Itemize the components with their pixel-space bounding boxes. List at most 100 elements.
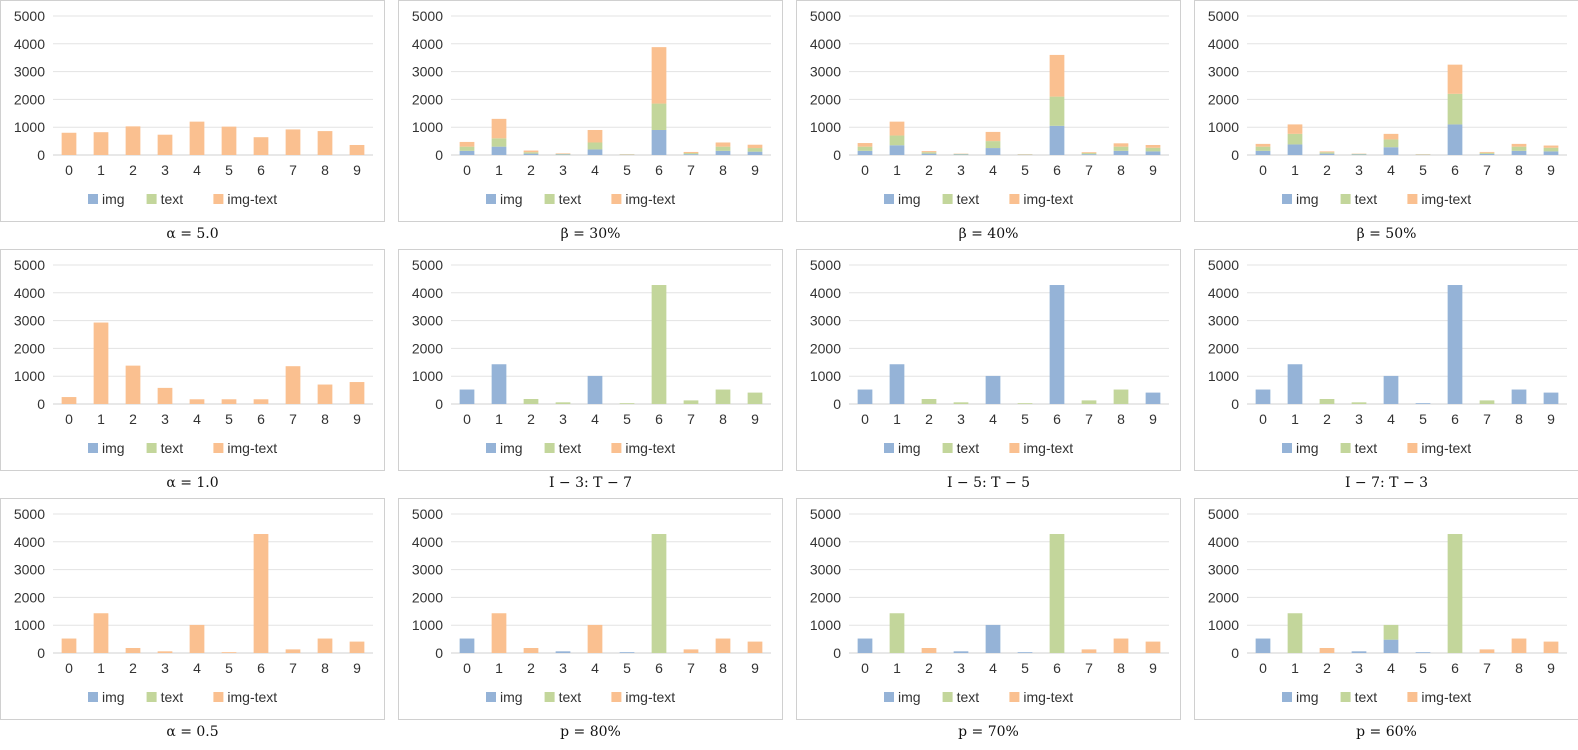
bar-text-7 bbox=[1479, 400, 1495, 404]
chart-svg: 0 1000 2000 3000 4000 5000 0 1 2 3 4 5 6 7 8 9 img text im… bbox=[412, 257, 771, 456]
x-tick-label: 2 bbox=[1323, 162, 1331, 178]
bar-img-text-0 bbox=[1255, 143, 1271, 147]
bar-img-4 bbox=[1383, 147, 1399, 155]
bar-img-4 bbox=[587, 375, 603, 404]
bar-img-text-9 bbox=[1543, 641, 1559, 653]
chart-svg: 0 1000 2000 3000 4000 5000 0 1 2 3 4 5 6 7 8 9 img text im… bbox=[412, 8, 771, 207]
bar-img-3 bbox=[555, 154, 571, 155]
x-tick-label: 6 bbox=[1053, 660, 1061, 676]
x-tick-label: 8 bbox=[1515, 660, 1523, 676]
x-tick-label: 5 bbox=[623, 162, 631, 178]
bar-img-text-3 bbox=[157, 651, 173, 653]
bar-img-1 bbox=[889, 364, 905, 404]
bar-text-6 bbox=[651, 285, 667, 404]
x-tick-label: 9 bbox=[1547, 660, 1555, 676]
y-tick-label: 2000 bbox=[412, 91, 443, 107]
chart-frame: 0 1000 2000 3000 4000 5000 0 1 2 3 4 5 6 7 8 9 img text im… bbox=[0, 498, 385, 720]
bar-img-text-1 bbox=[889, 121, 905, 136]
chart-panel-9: 0 1000 2000 3000 4000 5000 0 1 2 3 4 5 6 7 8 9 img text im… bbox=[0, 498, 385, 742]
x-tick-label: 0 bbox=[463, 162, 471, 178]
x-tick-label: 2 bbox=[129, 660, 137, 676]
legend-swatch-text bbox=[942, 692, 953, 702]
bar-img-3 bbox=[953, 651, 969, 653]
chart-caption: α = 0.5 bbox=[166, 724, 219, 740]
x-tick-label: 0 bbox=[1259, 660, 1267, 676]
bar-img-text-9 bbox=[747, 641, 763, 653]
bar-img-text-8 bbox=[715, 142, 731, 147]
bar-text-3 bbox=[555, 402, 571, 404]
chart-caption: β = 40% bbox=[958, 226, 1019, 242]
legend-label-img-text: img-text bbox=[625, 191, 675, 207]
x-tick-label: 0 bbox=[65, 411, 73, 427]
bar-text-8 bbox=[715, 389, 731, 404]
bar-img-text-8 bbox=[1511, 143, 1527, 147]
legend-swatch-text bbox=[1340, 443, 1351, 453]
bar-text-6 bbox=[651, 534, 667, 653]
legend-swatch-text bbox=[146, 194, 157, 204]
bar-img-6 bbox=[651, 129, 667, 155]
y-tick-label: 2000 bbox=[412, 589, 443, 605]
x-tick-label: 9 bbox=[1149, 162, 1157, 178]
y-tick-label: 0 bbox=[435, 645, 443, 661]
x-tick-label: 8 bbox=[719, 162, 727, 178]
legend-label-img-text: img-text bbox=[227, 191, 277, 207]
y-tick-label: 4000 bbox=[412, 534, 443, 550]
x-tick-label: 2 bbox=[1323, 411, 1331, 427]
bar-img-text-1 bbox=[93, 322, 109, 404]
legend-label-img-text: img-text bbox=[227, 689, 277, 705]
bar-img-text-9 bbox=[747, 144, 763, 149]
legend-label-text: text bbox=[161, 689, 184, 705]
bar-img-4 bbox=[587, 149, 603, 155]
x-tick-label: 0 bbox=[463, 411, 471, 427]
x-tick-label: 7 bbox=[1085, 660, 1093, 676]
bar-text-1 bbox=[491, 138, 507, 147]
x-tick-label: 9 bbox=[1547, 411, 1555, 427]
x-tick-label: 7 bbox=[289, 411, 297, 427]
bar-img-text-8 bbox=[317, 638, 333, 653]
x-tick-label: 5 bbox=[1021, 162, 1029, 178]
x-tick-label: 3 bbox=[1355, 411, 1363, 427]
x-tick-label: 7 bbox=[1483, 660, 1491, 676]
legend-swatch-img-text bbox=[213, 443, 224, 453]
bar-img-text-2 bbox=[523, 150, 539, 153]
x-tick-label: 1 bbox=[495, 162, 503, 178]
x-tick-label: 8 bbox=[321, 660, 329, 676]
bar-img-text-6 bbox=[253, 137, 269, 155]
x-tick-label: 7 bbox=[1483, 411, 1491, 427]
legend-swatch-img-text bbox=[1407, 692, 1418, 702]
y-tick-label: 1000 bbox=[14, 119, 45, 135]
chart-panel-3: 0 1000 2000 3000 4000 5000 0 1 2 3 4 5 6 7 8 9 img text im… bbox=[796, 0, 1181, 244]
legend-label-text: text bbox=[161, 191, 184, 207]
y-tick-label: 4000 bbox=[810, 36, 841, 52]
bar-text-3 bbox=[555, 153, 571, 155]
legend-label-text: text bbox=[161, 440, 184, 456]
legend-swatch-img bbox=[88, 194, 98, 204]
bar-img-1 bbox=[889, 145, 905, 155]
y-tick-label: 3000 bbox=[1208, 562, 1239, 578]
bar-img-text-3 bbox=[157, 387, 173, 404]
x-tick-label: 6 bbox=[655, 411, 663, 427]
x-tick-label: 7 bbox=[289, 162, 297, 178]
bar-img-7 bbox=[1081, 154, 1097, 155]
y-tick-label: 4000 bbox=[810, 534, 841, 550]
x-tick-label: 7 bbox=[1483, 162, 1491, 178]
y-tick-label: 3000 bbox=[810, 313, 841, 329]
bar-img-0 bbox=[857, 150, 873, 155]
bar-text-2 bbox=[921, 152, 937, 154]
y-tick-label: 0 bbox=[37, 396, 45, 412]
bar-img-1 bbox=[491, 146, 507, 155]
x-tick-label: 5 bbox=[623, 411, 631, 427]
x-tick-label: 0 bbox=[861, 162, 869, 178]
bar-img-8 bbox=[715, 150, 731, 155]
bar-img-9 bbox=[1145, 392, 1161, 404]
y-tick-label: 3000 bbox=[810, 64, 841, 80]
chart-svg: 0 1000 2000 3000 4000 5000 0 1 2 3 4 5 6 7 8 9 img text im… bbox=[14, 257, 373, 456]
chart-frame: 0 1000 2000 3000 4000 5000 0 1 2 3 4 5 6 7 8 9 img text im… bbox=[1194, 0, 1578, 222]
chart-panel-10: 0 1000 2000 3000 4000 5000 0 1 2 3 4 5 6 7 8 9 img text im… bbox=[398, 498, 783, 742]
x-tick-label: 3 bbox=[957, 162, 965, 178]
x-tick-label: 2 bbox=[925, 162, 933, 178]
bar-img-text-5 bbox=[221, 126, 237, 155]
y-tick-label: 2000 bbox=[14, 91, 45, 107]
bar-img-9 bbox=[1145, 151, 1161, 155]
